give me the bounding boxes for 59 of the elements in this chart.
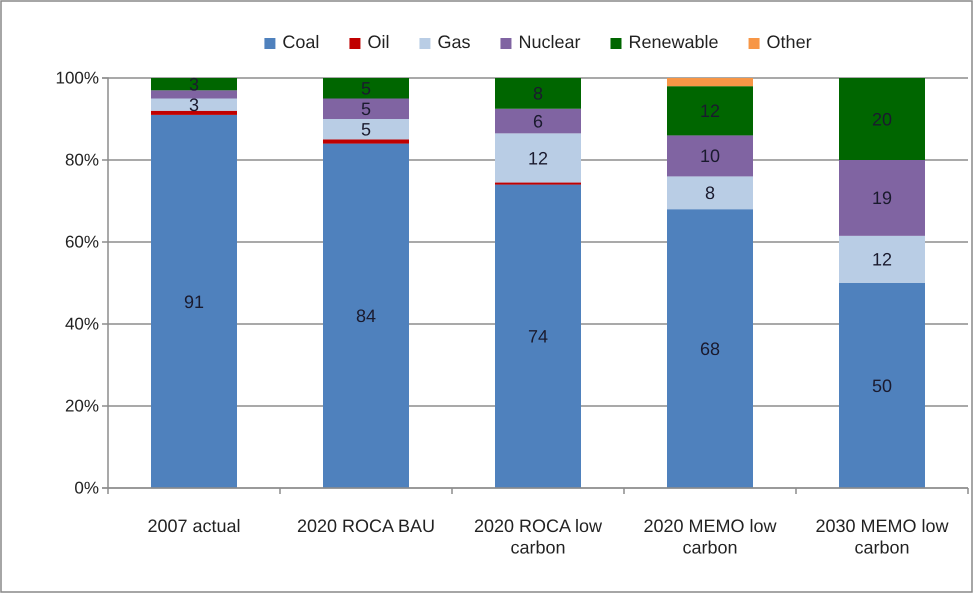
- bar: [667, 209, 753, 488]
- legend-label: Other: [766, 32, 812, 52]
- y-tick-label: 80%: [64, 150, 99, 170]
- y-tick-label: 100%: [56, 68, 99, 88]
- data-label: 6: [532, 111, 544, 132]
- y-tick-label: 60%: [64, 232, 99, 252]
- x-tick-label: 2020 ROCA low carbon: [474, 516, 604, 558]
- data-label: 3: [188, 74, 200, 94]
- data-label: 91: [184, 292, 204, 312]
- bar: [839, 160, 925, 236]
- bar: [151, 90, 237, 98]
- x-tick-label: 2030 MEMO low carbon: [815, 516, 950, 558]
- data-label: 8: [704, 183, 716, 204]
- data-label: 3: [188, 94, 200, 115]
- data-label: 5: [360, 99, 372, 120]
- bar: [323, 119, 409, 140]
- bar: [495, 78, 581, 109]
- bar: [151, 78, 237, 90]
- bar: [839, 78, 925, 160]
- bar: [667, 135, 753, 176]
- bar: [839, 236, 925, 283]
- data-label: 74: [528, 326, 548, 347]
- data-label: 12: [700, 101, 720, 122]
- bar: [495, 184, 581, 488]
- bar: [495, 108, 581, 134]
- data-label: 8: [532, 84, 544, 104]
- bar: [667, 86, 753, 136]
- data-label: 20: [872, 109, 892, 130]
- x-tick-label: 2020 MEMO low carbon: [643, 516, 778, 558]
- bar: [667, 176, 753, 210]
- data-label: 10: [700, 146, 720, 166]
- legend-label: Renewable: [628, 32, 719, 52]
- bar: [667, 78, 753, 86]
- x-tick-label: 2007 actual: [147, 516, 241, 536]
- y-tick-label: 40%: [64, 314, 99, 334]
- data-label: 68: [700, 338, 720, 359]
- data-label: 19: [872, 188, 892, 208]
- bar: [151, 98, 237, 111]
- data-label: 12: [872, 250, 892, 270]
- data-label: 50: [872, 376, 892, 396]
- data-label: 5: [360, 120, 372, 140]
- legend-label: Gas: [437, 32, 470, 52]
- bar: [495, 133, 581, 183]
- legend-label: Nuclear: [518, 32, 580, 52]
- data-label: 5: [360, 78, 372, 99]
- bar: [323, 78, 409, 98]
- x-tick-label: 2020 ROCA BAU: [296, 516, 436, 536]
- data-label: 12: [528, 148, 548, 168]
- bar: [151, 110, 237, 115]
- bar: [839, 283, 925, 488]
- legend-label: Oil: [367, 32, 390, 52]
- bar: [323, 144, 409, 488]
- data-label: 84: [356, 306, 376, 326]
- legend-label: Coal: [282, 32, 320, 52]
- y-tick-label: 0%: [74, 478, 99, 498]
- bar: [323, 140, 409, 144]
- bar: [323, 98, 409, 119]
- y-tick-label: 20%: [64, 396, 99, 416]
- bar: [151, 114, 237, 488]
